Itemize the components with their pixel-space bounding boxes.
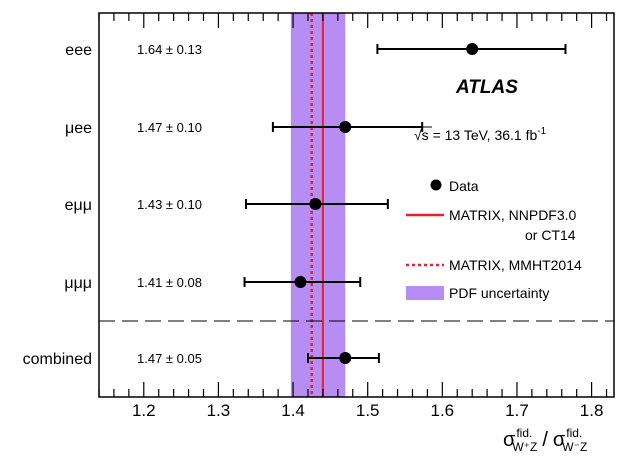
x-tick-label: 1.2 <box>132 401 156 420</box>
energy-label: √s = 13 TeV, 36.1 fb-1 <box>414 126 547 143</box>
data-point <box>309 198 322 210</box>
legend-data-label: Data <box>449 178 479 194</box>
channel-label: μee <box>65 120 92 137</box>
plot-frame <box>98 12 615 398</box>
x-tick-label: 1.6 <box>431 401 455 420</box>
x-tick-label: 1.8 <box>580 401 604 420</box>
value-label: 1.47 ± 0.10 <box>137 120 202 135</box>
channel-label: eμμ <box>65 197 92 214</box>
channel-label: μμμ <box>64 275 92 292</box>
value-label: 1.47 ± 0.05 <box>137 351 202 366</box>
legend-nnpdf-label-2: or CT14 <box>525 227 576 243</box>
value-label: 1.64 ± 0.13 <box>137 42 202 57</box>
data-point <box>294 276 307 288</box>
legend-data-marker <box>430 179 442 191</box>
legend: Data MATRIX, NNPDF3.0 or CT14 MATRIX, MM… <box>406 178 582 301</box>
x-tick-label: 1.5 <box>356 401 380 420</box>
x-tick-label: 1.3 <box>207 401 231 420</box>
channel-label: combined <box>23 351 92 368</box>
data-point <box>339 352 352 364</box>
channel-label: eee <box>65 42 92 59</box>
legend-pdf-label: PDF uncertainty <box>449 285 549 301</box>
legend-pdf-swatch <box>406 286 444 300</box>
atlas-label: ATLAS <box>455 77 518 98</box>
legend-mmht-label: MATRIX, MMHT2014 <box>449 257 582 273</box>
legend-nnpdf-label: MATRIX, NNPDF3.0 <box>449 207 577 223</box>
x-tick-label: 1.7 <box>505 401 529 420</box>
value-label: 1.43 ± 0.10 <box>137 197 202 212</box>
value-label: 1.41 ± 0.08 <box>137 275 202 290</box>
data-point <box>339 121 352 133</box>
x-tick-label: 1.4 <box>281 401 305 420</box>
data-point <box>466 43 479 55</box>
x-axis-label: σfid. W⁺Z / σfid. W⁻Z <box>503 426 587 454</box>
